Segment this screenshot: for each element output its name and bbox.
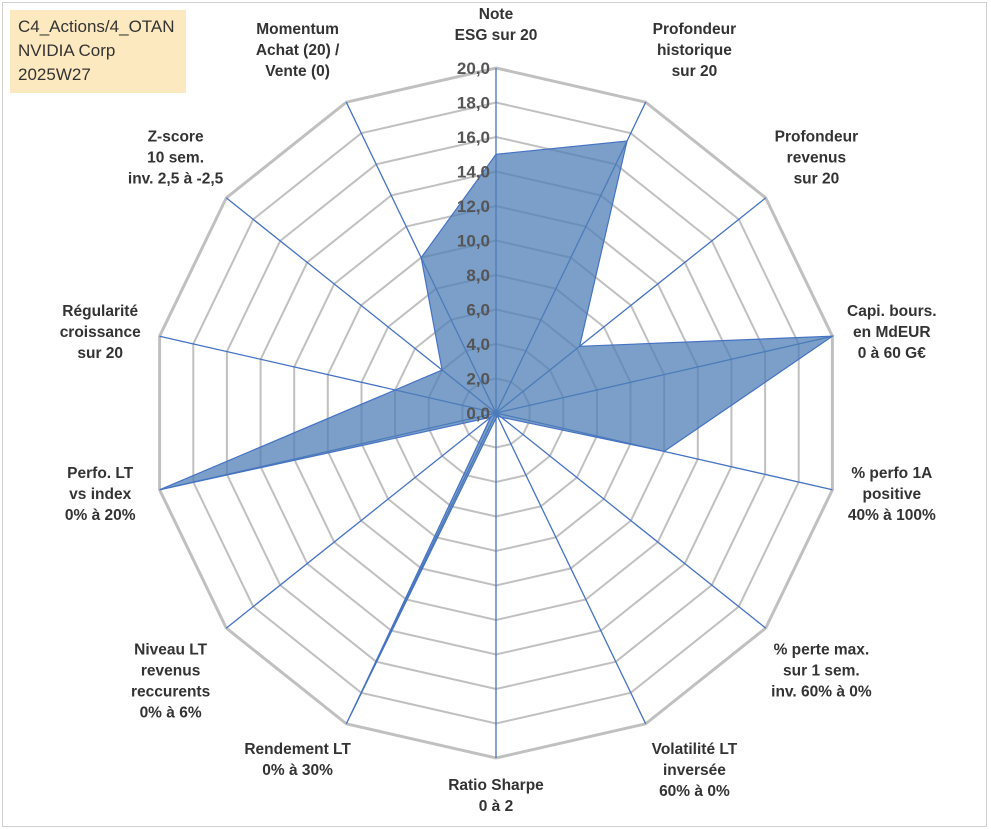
tick-label-0: 0,0 [466,404,490,423]
axis-label-7-line-0: Ratio Sharpe [448,777,544,794]
axis-label-13-line-0: Momentum [256,21,339,38]
axis-label-12-line-0: Z-score [148,128,204,145]
axis-label-1-line-0: Profondeur [653,21,737,38]
info-line-company: NVIDIA Corp [18,41,116,60]
tick-label-8: 16,0 [457,128,490,147]
axis-labels: Note ESG sur 20 Profondeur historique sur 20… [60,6,937,815]
axis-label-13-line-1: Achat (20) / [256,42,340,59]
tick-label-1: 2,0 [466,370,490,389]
axis-label-9: Niveau LT revenus reccurents 0% à 6% [131,642,210,722]
axis-label-8-line-1: 0% à 30% [262,762,333,779]
axis-label-6-line-1: inversée [663,762,726,779]
axis-label-5-line-2: inv. 60% à 0% [771,684,872,701]
info-line-week: 2025W27 [18,65,91,84]
axis-label-4-line-1: positive [863,486,922,503]
info-line-portfolio: C4_Actions/4_OTAN [18,17,175,36]
axis-label-1: Profondeur historique sur 20 [653,21,737,80]
tick-label-10: 20,0 [457,59,490,78]
info-box: C4_Actions/4_OTAN NVIDIA Corp 2025W27 [10,10,186,93]
axis-label-10-line-2: 0% à 20% [65,507,136,524]
axis-label-0: Note ESG sur 20 [455,6,538,44]
axis-label-9-line-3: 0% à 6% [140,705,202,722]
axis-label-4-line-0: % perfo 1A [851,465,932,482]
axis-label-7-line-1: 0 à 2 [479,798,513,815]
axis-label-8: Rendement LT 0% à 30% [244,741,351,779]
axis-label-0-line-0: Note [479,6,514,23]
tick-labels: 0,0 2,0 4,0 6,0 8,0 10,0 12,0 14,0 16,0 18,0 20,0 [457,59,490,423]
axis-label-12: Z-score 10 sem. inv. 2,5 à -2,5 [128,128,224,187]
axis-label-3-line-1: en MdEUR [853,324,931,341]
axis-label-4-line-2: 40% à 100% [848,507,936,524]
axis-label-12-line-2: inv. 2,5 à -2,5 [128,170,224,187]
axis-label-13-line-2: Vente (0) [265,63,330,80]
axis-label-9-line-1: revenus [141,663,200,680]
axis-label-8-line-0: Rendement LT [244,741,351,758]
axis-label-11-line-1: croissance [60,324,141,341]
tick-label-2: 4,0 [466,335,490,354]
axis-label-11: Régularité croissance sur 20 [60,303,141,362]
axis-label-6-line-0: Volatilité LT [652,741,738,758]
axis-label-10: Perfo. LT vs index 0% à 20% [65,465,136,524]
axis-label-12-line-1: 10 sem. [147,149,204,166]
axis-label-6-line-2: 60% à 0% [659,783,730,800]
axis-label-3: Capi. bours. en MdEUR 0 à 60 G€ [847,303,937,362]
tick-label-7: 14,0 [457,163,490,182]
axis-label-4: % perfo 1A positive 40% à 100% [848,465,936,524]
axis-label-5-line-1: sur 1 sem. [783,663,860,680]
axis-label-7: Ratio Sharpe 0 à 2 [448,777,544,815]
axis-label-9-line-0: Niveau LT [134,642,207,659]
tick-label-4: 8,0 [466,266,490,285]
axis-label-10-line-0: Perfo. LT [67,465,134,482]
axis-label-2-line-1: revenus [787,149,846,166]
series-layer [159,140,835,717]
axis-label-1-line-2: sur 20 [672,63,718,80]
spoke-6 [495,412,647,725]
axis-label-11-line-2: sur 20 [77,345,123,362]
tick-label-6: 12,0 [457,197,490,216]
axis-label-11-line-0: Régularité [62,303,138,320]
axis-label-5: % perte max. sur 1 sem. inv. 60% à 0% [771,642,872,701]
axis-label-10-line-1: vs index [69,486,131,503]
axis-label-3-line-2: 0 à 60 G€ [858,345,926,362]
axis-label-2-line-2: sur 20 [794,170,840,187]
axis-label-2-line-0: Profondeur [775,128,859,145]
axis-label-2: Profondeur revenus sur 20 [775,128,859,187]
tick-label-3: 6,0 [466,301,490,320]
spoke-9 [225,412,497,629]
axis-label-6: Volatilité LT inversée 60% à 0% [652,741,738,800]
tick-label-9: 18,0 [457,94,490,113]
tick-label-5: 10,0 [457,232,490,251]
axis-label-9-line-2: reccurents [131,684,210,701]
axis-label-0-line-1: ESG sur 20 [455,27,538,44]
spoke-5 [495,412,767,629]
axis-label-5-line-0: % perte max. [774,642,870,659]
series-area [159,140,835,717]
axis-label-1-line-1: historique [657,42,732,59]
axis-label-3-line-0: Capi. bours. [847,303,937,320]
axis-label-13: Momentum Achat (20) / Vente (0) [256,21,340,80]
